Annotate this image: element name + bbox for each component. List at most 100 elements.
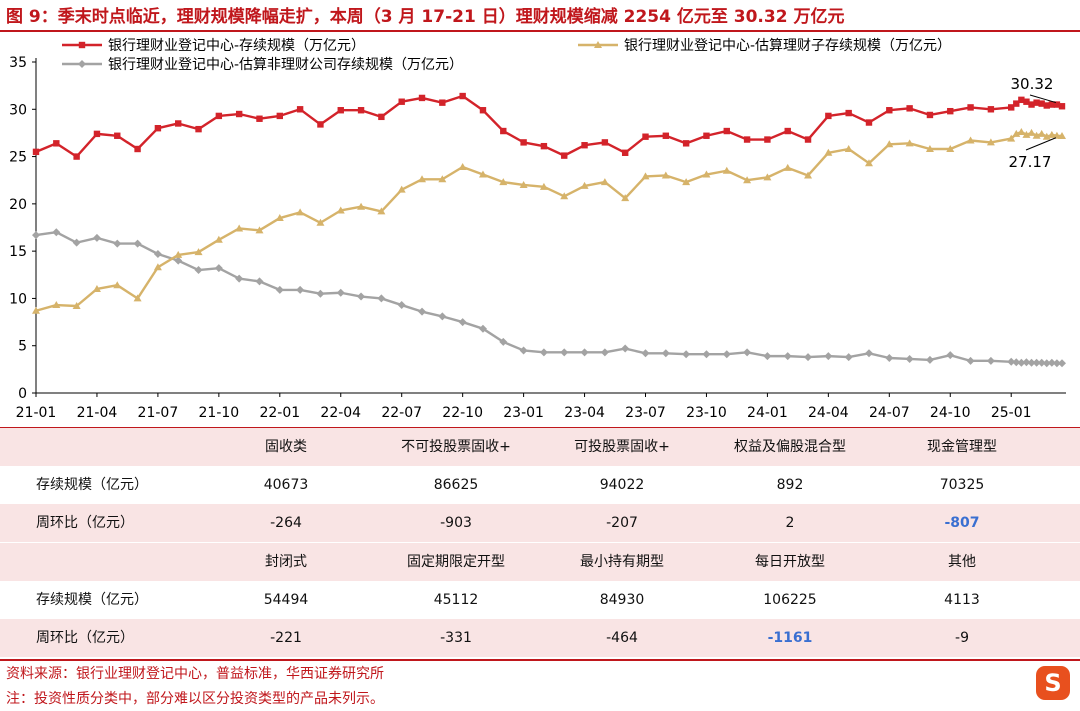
series-1-point — [113, 281, 122, 289]
series-1-point — [316, 218, 325, 226]
series-2-point — [722, 350, 731, 359]
series-2-point — [864, 349, 873, 358]
series-0-point — [703, 132, 710, 139]
column-header: 其他 — [948, 554, 976, 570]
series-0-point — [73, 153, 80, 160]
series-2-point — [621, 344, 630, 353]
series-0-point — [804, 136, 812, 143]
series-1-point — [946, 145, 955, 153]
series-1-point — [539, 182, 548, 190]
series-1-point — [844, 145, 853, 153]
series-0-point — [114, 132, 121, 139]
x-tick-label: 22-07 — [381, 405, 422, 421]
table-cell: 70325 — [939, 477, 985, 493]
y-tick-label: 35 — [9, 55, 27, 71]
table-row: 存续规模（亿元） 40673 86625 94022 892 70325 — [0, 466, 1080, 504]
column-header: 可投股票固收+ — [574, 439, 670, 455]
x-tick-label: 22-04 — [320, 405, 361, 421]
series-0-point — [32, 148, 40, 156]
series-2-point — [418, 307, 427, 316]
series-2-point — [946, 351, 955, 360]
footnote: 注：投资性质分类中，部分难以区分投资类型的产品未列示。 — [6, 691, 384, 707]
series-1-point — [133, 294, 142, 302]
x-tick-label: 25-01 — [991, 405, 1032, 421]
series-1-point — [560, 192, 569, 200]
series-0-point — [886, 107, 893, 114]
series-0-point — [317, 121, 324, 128]
series-1-point — [377, 207, 386, 215]
table-cell: -1161 — [767, 630, 813, 646]
series-1-point — [32, 306, 40, 314]
series-2-point — [986, 356, 995, 365]
series-0-point — [947, 107, 954, 115]
series-2-point — [52, 228, 61, 237]
column-header: 封闭式 — [265, 554, 307, 570]
series-2-point — [1022, 358, 1031, 367]
column-header: 固定期限定开型 — [407, 554, 505, 570]
series-0-point — [906, 105, 913, 112]
series-2-point — [336, 288, 345, 297]
figure-title: 图 9：季末时点临近，理财规模降幅走扩，本周（3 月 17-21 日）理财规模缩… — [6, 7, 845, 27]
table-header-row: 封闭式 固定期限定开型 最小持有期型 每日开放型 其他 — [0, 543, 1080, 581]
series-2-point — [133, 239, 142, 248]
series-1-point — [519, 180, 528, 188]
legend-marker — [78, 41, 86, 49]
series-1-point — [1022, 130, 1031, 138]
line-chart: 0 5 10 15 20 25 30 35 21-01 21-04 21-07 21-10 22-01 2… — [9, 37, 1066, 421]
title-rule — [0, 30, 1080, 32]
y-tick-label: 10 — [9, 291, 27, 307]
table-row: 周环比（亿元） -221 -331 -464 -1161 -9 — [0, 619, 1080, 657]
column-header: 现金管理型 — [927, 439, 997, 455]
series-0-point — [459, 92, 466, 100]
series-2-point — [844, 353, 853, 362]
series-1-point — [966, 136, 975, 144]
row-label: 存续规模（亿元） — [36, 477, 148, 493]
annotation-label: 27.17 — [1009, 153, 1052, 171]
series-2-point — [397, 301, 406, 310]
row-label: 周环比（亿元） — [36, 515, 134, 531]
series-2-point — [1032, 358, 1041, 367]
series-0-point — [1033, 99, 1040, 106]
series-1-point — [925, 145, 934, 153]
series-0-point — [926, 111, 934, 119]
series-0-point — [500, 127, 507, 135]
series-2-point — [641, 349, 650, 358]
series-1-point — [864, 159, 873, 167]
series-1-point — [783, 163, 792, 171]
series-0-point — [561, 152, 568, 159]
series-2-point — [499, 337, 508, 346]
table-cell: -331 — [440, 630, 472, 646]
series-1-point — [458, 162, 467, 170]
series-2-point — [925, 355, 934, 364]
series-0-point — [398, 98, 405, 105]
series-0-point — [235, 110, 243, 118]
series-2-point — [905, 354, 914, 363]
legend-entry: 银行理财业登记中心-存续规模（万亿元） — [108, 37, 365, 54]
x-tick-label: 21-07 — [138, 405, 179, 421]
series-0-point — [175, 120, 182, 127]
series-2-point — [783, 352, 792, 361]
series-0-point — [621, 149, 629, 156]
column-header: 每日开放型 — [755, 554, 825, 570]
table-cell: 86625 — [433, 477, 479, 493]
table-row: 存续规模（亿元） 54494 45112 84930 106225 4113 — [0, 581, 1080, 619]
series-1-point — [214, 235, 223, 243]
series-1-point — [235, 224, 244, 232]
series-1-point — [1012, 129, 1021, 137]
legend-marker — [594, 41, 602, 48]
series-1-point — [72, 301, 81, 309]
table-cell: 106225 — [763, 592, 817, 608]
series-0-point — [256, 115, 263, 122]
legend-entry: 银行理财业登记中心-估算非理财公司存续规模（万亿元） — [108, 56, 463, 73]
series-1-point — [52, 301, 61, 309]
series-0-point — [1023, 98, 1030, 105]
series-0-point — [154, 125, 162, 132]
series-2-point — [1042, 359, 1051, 368]
row-label: 存续规模（亿元） — [36, 592, 148, 608]
series-1-point — [438, 175, 447, 183]
series-0-point — [642, 133, 649, 140]
series-2-point — [458, 318, 467, 327]
series-2-point — [438, 312, 447, 321]
series-2-point — [275, 285, 284, 294]
series-0-point — [357, 107, 365, 114]
